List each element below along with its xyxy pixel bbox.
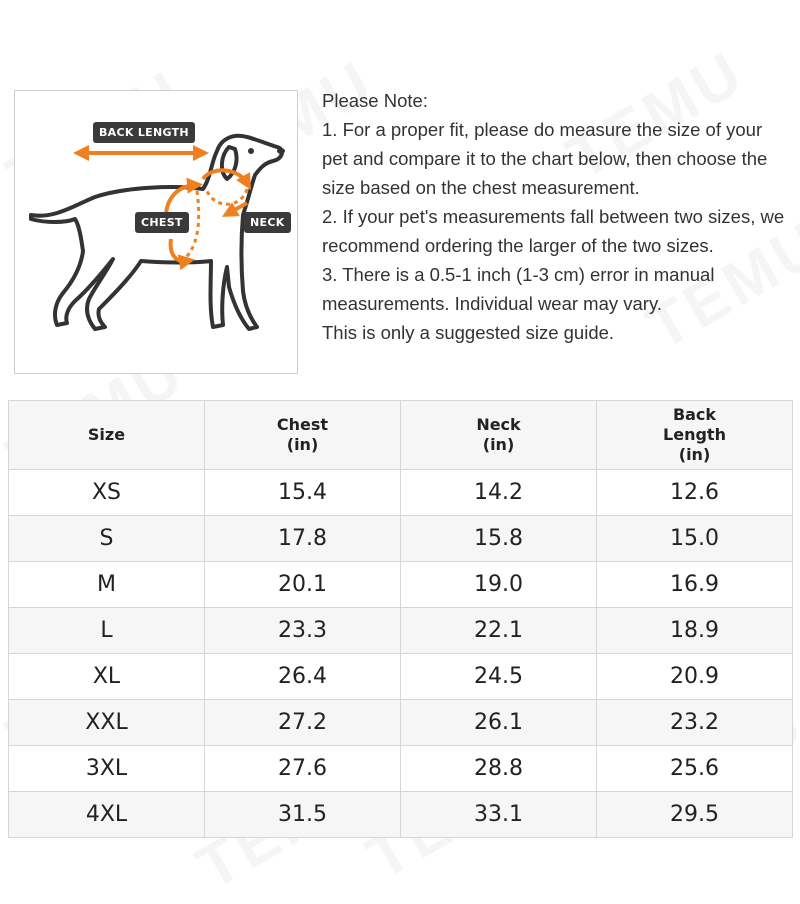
note-line: 3. There is a 0.5-1 inch (1-3 cm) error …: [322, 264, 715, 314]
chest-cell: 20.1: [204, 561, 401, 608]
back-length-cell: 25.6: [596, 745, 793, 792]
chest-cell: 23.3: [204, 607, 401, 654]
chest-cell: 15.4: [204, 469, 401, 516]
neck-label: NECK: [244, 212, 291, 233]
header-back-length: Back Length (in): [596, 400, 793, 470]
back-length-cell: 12.6: [596, 469, 793, 516]
table-row: XL 26.4 24.5 20.9: [8, 653, 793, 700]
table-header-row: Size Chest (in) Neck (in) Back Length (i…: [8, 400, 793, 470]
back-length-cell: 16.9: [596, 561, 793, 608]
size-notes: Please Note: 1. For a proper fit, please…: [322, 86, 792, 347]
neck-cell: 14.2: [400, 469, 597, 516]
header-chest: Chest (in): [204, 400, 401, 470]
neck-cell: 24.5: [400, 653, 597, 700]
chest-cell: 27.6: [204, 745, 401, 792]
size-cell: L: [8, 607, 205, 654]
back-length-cell: 18.9: [596, 607, 793, 654]
chest-cell: 27.2: [204, 699, 401, 746]
back-length-cell: 23.2: [596, 699, 793, 746]
chest-label: CHEST: [135, 212, 189, 233]
neck-cell: 26.1: [400, 699, 597, 746]
table-row: XS 15.4 14.2 12.6: [8, 469, 793, 516]
header-neck: Neck (in): [400, 400, 597, 470]
dog-measurement-figure: BACK LENGTH CHEST NECK: [14, 90, 298, 374]
neck-cell: 33.1: [400, 791, 597, 838]
size-cell: XXL: [8, 699, 205, 746]
header-size: Size: [8, 400, 205, 470]
back-length-cell: 29.5: [596, 791, 793, 838]
size-cell: 3XL: [8, 745, 205, 792]
note-line: This is only a suggested size guide.: [322, 322, 615, 343]
neck-cell: 19.0: [400, 561, 597, 608]
back-length-cell: 20.9: [596, 653, 793, 700]
size-cell: XS: [8, 469, 205, 516]
size-chart-table: Size Chest (in) Neck (in) Back Length (i…: [8, 400, 793, 838]
neck-cell: 22.1: [400, 607, 597, 654]
note-line: 2. If your pet's measurements fall betwe…: [322, 206, 785, 256]
size-cell: M: [8, 561, 205, 608]
chest-cell: 26.4: [204, 653, 401, 700]
size-cell: XL: [8, 653, 205, 700]
table-row: S 17.8 15.8 15.0: [8, 515, 793, 562]
table-row: M 20.1 19.0 16.9: [8, 561, 793, 608]
size-cell: 4XL: [8, 791, 205, 838]
table-row: 3XL 27.6 28.8 25.6: [8, 745, 793, 792]
back-length-label: BACK LENGTH: [93, 122, 195, 143]
neck-cell: 15.8: [400, 515, 597, 562]
chest-cell: 31.5: [204, 791, 401, 838]
neck-cell: 28.8: [400, 745, 597, 792]
size-cell: S: [8, 515, 205, 562]
chest-cell: 17.8: [204, 515, 401, 562]
table-row: 4XL 31.5 33.1 29.5: [8, 791, 793, 838]
note-line: 1. For a proper fit, please do measure t…: [322, 119, 768, 198]
table-row: L 23.3 22.1 18.9: [8, 607, 793, 654]
table-row: XXL 27.2 26.1 23.2: [8, 699, 793, 746]
notes-heading: Please Note:: [322, 90, 428, 111]
back-length-cell: 15.0: [596, 515, 793, 562]
